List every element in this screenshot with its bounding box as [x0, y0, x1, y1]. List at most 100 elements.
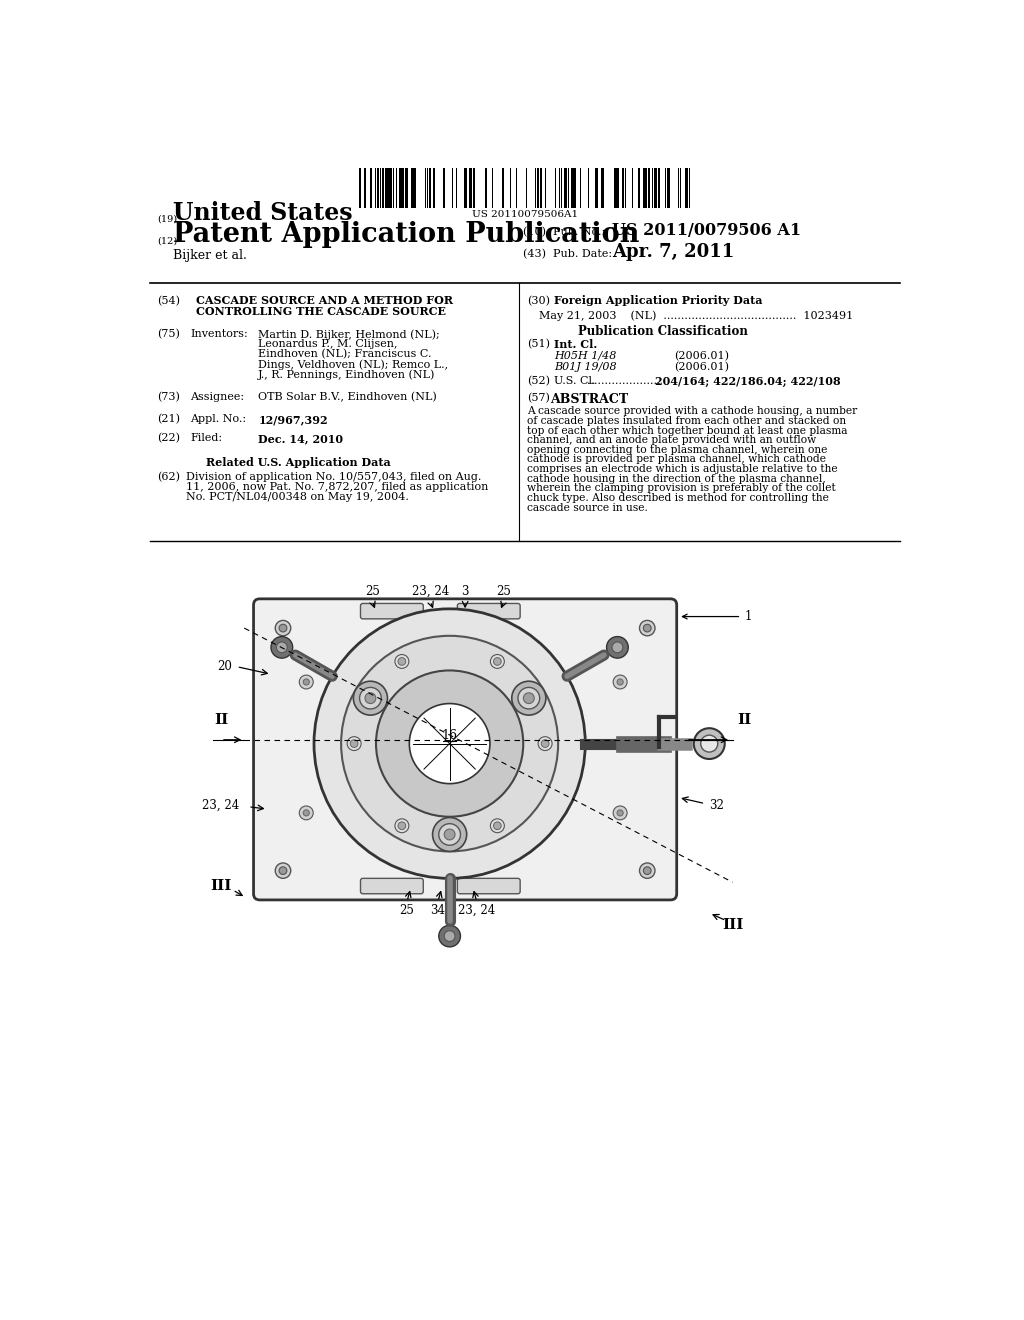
Text: OTB Solar B.V., Eindhoven (NL): OTB Solar B.V., Eindhoven (NL) — [258, 392, 437, 403]
Text: J., R. Pennings, Eindhoven (NL): J., R. Pennings, Eindhoven (NL) — [258, 370, 435, 380]
Text: 16: 16 — [441, 730, 458, 742]
Circle shape — [432, 817, 467, 851]
Text: A cascade source provided with a cathode housing, a number: A cascade source provided with a cathode… — [527, 407, 857, 416]
Text: H05H 1/48: H05H 1/48 — [554, 351, 616, 360]
Circle shape — [398, 657, 406, 665]
Text: Appl. No.:: Appl. No.: — [190, 414, 246, 424]
Bar — [402, 168, 403, 207]
Circle shape — [350, 739, 358, 747]
Text: (30): (30) — [527, 296, 550, 306]
Text: opening connecting to the plasma channel, wherein one: opening connecting to the plasma channel… — [527, 445, 827, 455]
Text: chuck type. Also described is method for controlling the: chuck type. Also described is method for… — [527, 492, 829, 503]
Circle shape — [490, 655, 505, 668]
Circle shape — [347, 737, 361, 751]
Bar — [515, 168, 517, 207]
Text: US 20110079506A1: US 20110079506A1 — [472, 210, 578, 219]
Text: Apr. 7, 2011: Apr. 7, 2011 — [612, 243, 734, 261]
Circle shape — [376, 671, 523, 817]
Bar — [680, 168, 681, 207]
FancyBboxPatch shape — [360, 603, 423, 619]
Text: Division of application No. 10/557,043, filed on Aug.: Division of application No. 10/557,043, … — [186, 471, 481, 482]
Circle shape — [640, 620, 655, 636]
FancyBboxPatch shape — [254, 599, 677, 900]
Text: ABSTRACT: ABSTRACT — [550, 393, 628, 407]
Text: III: III — [722, 917, 743, 932]
Bar — [571, 168, 574, 207]
Text: Related U.S. Application Data: Related U.S. Application Data — [206, 457, 390, 469]
Circle shape — [494, 657, 501, 665]
Text: Leonardus P., M. Clijsen,: Leonardus P., M. Clijsen, — [258, 339, 397, 350]
Text: No. PCT/NL04/00348 on May 19, 2004.: No. PCT/NL04/00348 on May 19, 2004. — [186, 492, 409, 502]
Bar — [469, 168, 472, 207]
Circle shape — [275, 620, 291, 636]
Text: Eindhoven (NL); Franciscus C.: Eindhoven (NL); Franciscus C. — [258, 350, 432, 359]
Text: (2006.01): (2006.01) — [675, 362, 729, 372]
Text: B01J 19/08: B01J 19/08 — [554, 362, 616, 372]
Text: Assignee:: Assignee: — [190, 392, 244, 401]
Text: (73): (73) — [158, 392, 180, 403]
Text: (22): (22) — [158, 433, 180, 444]
Circle shape — [613, 675, 627, 689]
Circle shape — [640, 863, 655, 878]
Circle shape — [438, 925, 461, 946]
Bar — [400, 168, 401, 207]
Text: (10)  Pub. No.:: (10) Pub. No.: — [523, 227, 605, 238]
Text: cascade source in use.: cascade source in use. — [527, 503, 648, 512]
Text: comprises an electrode which is adjustable relative to the: comprises an electrode which is adjustab… — [527, 465, 838, 474]
Bar — [595, 168, 598, 207]
Text: 25: 25 — [497, 585, 511, 598]
Text: May 21, 2003    (NL)  ......................................  1023491: May 21, 2003 (NL) ......................… — [539, 310, 853, 321]
Bar — [525, 168, 527, 207]
Bar — [658, 168, 660, 207]
Circle shape — [693, 729, 725, 759]
Text: (62): (62) — [158, 471, 180, 482]
Text: (75): (75) — [158, 330, 180, 339]
Circle shape — [494, 822, 501, 829]
Text: wherein the clamping provision is preferably of the collet: wherein the clamping provision is prefer… — [527, 483, 836, 494]
Circle shape — [280, 867, 287, 875]
Circle shape — [606, 636, 629, 659]
Bar — [432, 168, 435, 207]
Bar — [622, 168, 624, 207]
Text: of cascade plates insulated from each other and stacked on: of cascade plates insulated from each ot… — [527, 416, 846, 426]
Circle shape — [612, 642, 623, 652]
Bar — [667, 168, 670, 207]
Text: Dings, Veldhoven (NL); Remco L.,: Dings, Veldhoven (NL); Remco L., — [258, 359, 449, 370]
Text: (21): (21) — [158, 414, 180, 424]
Circle shape — [643, 624, 651, 632]
Bar — [443, 168, 445, 207]
Circle shape — [490, 818, 505, 833]
Bar — [382, 168, 384, 207]
Text: US 2011/0079506 A1: US 2011/0079506 A1 — [612, 222, 802, 239]
Circle shape — [314, 609, 586, 878]
Bar — [638, 168, 640, 207]
Bar — [365, 168, 366, 207]
Text: 204/164; 422/186.04; 422/108: 204/164; 422/186.04; 422/108 — [655, 376, 841, 387]
Bar — [429, 168, 431, 207]
Text: Filed:: Filed: — [190, 433, 222, 444]
Circle shape — [643, 867, 651, 875]
Bar — [389, 168, 392, 207]
Circle shape — [613, 807, 627, 820]
Bar — [654, 168, 656, 207]
Text: Dec. 14, 2010: Dec. 14, 2010 — [258, 433, 343, 445]
Text: Bijker et al.: Bijker et al. — [173, 248, 247, 261]
Text: U.S. Cl.: U.S. Cl. — [554, 376, 596, 385]
Text: (57): (57) — [527, 393, 550, 404]
Text: channel, and an anode plate provided with an outflow: channel, and an anode plate provided wit… — [527, 436, 816, 445]
Circle shape — [341, 636, 558, 851]
Bar — [648, 168, 649, 207]
Text: 23, 24: 23, 24 — [203, 799, 240, 812]
Text: cathode housing in the direction of the plasma channel,: cathode housing in the direction of the … — [527, 474, 826, 483]
Circle shape — [539, 737, 552, 751]
Bar — [413, 168, 416, 207]
Bar — [377, 168, 379, 207]
Circle shape — [353, 681, 387, 715]
Circle shape — [512, 681, 546, 715]
Text: (19): (19) — [158, 215, 177, 223]
Text: Inventors:: Inventors: — [190, 330, 248, 339]
Text: Foreign Application Priority Data: Foreign Application Priority Data — [554, 296, 763, 306]
Text: 23, 24: 23, 24 — [458, 904, 496, 917]
Text: Publication Classification: Publication Classification — [578, 326, 748, 338]
Circle shape — [395, 655, 409, 668]
